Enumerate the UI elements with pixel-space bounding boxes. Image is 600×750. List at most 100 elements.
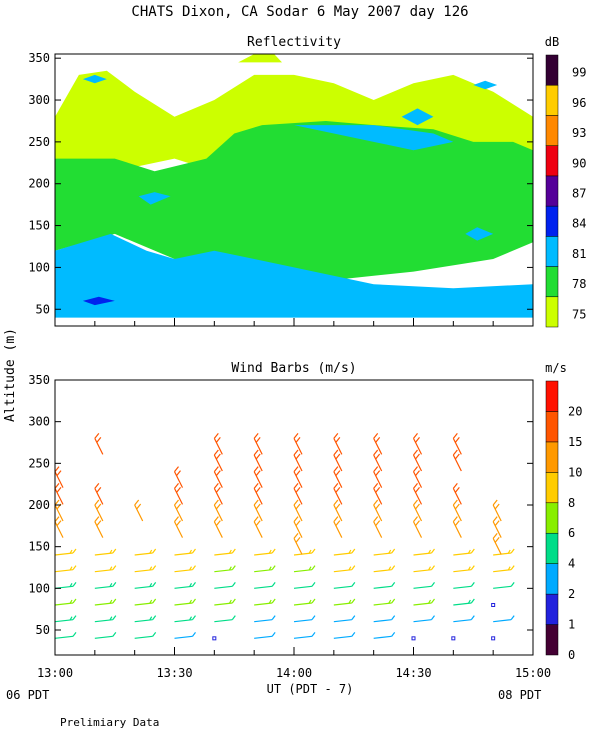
wind-barb xyxy=(493,565,515,573)
wind-barb xyxy=(173,516,184,538)
wind-barb xyxy=(213,466,223,488)
wind-barb xyxy=(373,548,396,556)
reflectivity-title: Reflectivity xyxy=(247,35,341,50)
reflectivity-colorbar-swatch xyxy=(545,175,559,207)
wind-barb xyxy=(492,499,502,522)
wind-barb xyxy=(373,581,396,589)
wind-barb xyxy=(293,581,316,589)
wind-barb xyxy=(293,499,303,522)
reflectivity-regions xyxy=(55,54,533,318)
wind-colorbar-swatch xyxy=(545,593,559,625)
reflectivity-x-ticks xyxy=(54,318,534,326)
reflectivity-colorbar-label: 75 xyxy=(572,307,586,321)
reflectivity-colorbar-label: 87 xyxy=(572,187,586,201)
reflectivity-colorbar-label: 93 xyxy=(572,126,586,140)
wind-barb xyxy=(173,482,184,505)
wind-barb xyxy=(173,499,184,522)
wind-barb xyxy=(94,565,117,573)
wind-barb xyxy=(453,581,475,589)
wind-barb xyxy=(413,565,435,573)
reflectivity-region-6 xyxy=(138,192,171,205)
wind-barb xyxy=(412,499,423,522)
wind-barb xyxy=(174,615,196,623)
reflectivity-region-9 xyxy=(473,80,498,90)
wind-barb xyxy=(134,499,144,522)
wind-barb xyxy=(293,482,303,505)
wind-barb xyxy=(293,565,316,573)
wind-barb xyxy=(54,548,77,556)
wind-barb xyxy=(94,516,104,538)
wind-barb xyxy=(212,636,217,641)
wind-barb xyxy=(293,631,316,639)
wind-barb xyxy=(94,598,117,606)
wind-barb xyxy=(134,581,157,589)
y-tick-label: 100 xyxy=(28,581,50,595)
wind-barb xyxy=(54,581,77,589)
wind-colorbar-label: 2 xyxy=(568,587,575,601)
wind-colorbar-label: 15 xyxy=(568,435,582,449)
wind-barb xyxy=(173,466,184,488)
y-tick-label: 300 xyxy=(28,93,50,107)
wind-barb xyxy=(134,631,157,639)
y-tick-label: 50 xyxy=(36,302,50,316)
wind-barb xyxy=(293,466,303,488)
wind-barb xyxy=(373,449,383,472)
wind-colorbar-swatch xyxy=(545,502,559,534)
wind-colorbar-label: 8 xyxy=(568,496,575,510)
reflectivity-colorbar-label: 96 xyxy=(572,96,586,110)
wind-y-axis: 50 100 150 200 250 300 350 xyxy=(28,373,533,637)
wind-barb xyxy=(412,482,423,505)
wind-barb xyxy=(134,565,157,573)
wind-barb xyxy=(333,565,356,573)
wind-barb xyxy=(452,516,462,538)
y-tick-label: 250 xyxy=(28,456,50,470)
reflectivity-colorbar-swatch xyxy=(545,54,559,86)
wind-barb xyxy=(214,615,236,623)
figure-title: CHATS Dixon, CA Sodar 6 May 2007 day 126 xyxy=(131,4,468,20)
wind-barb xyxy=(333,466,343,488)
wind-barb xyxy=(293,432,303,455)
wind-colorbar-swatch xyxy=(545,563,559,595)
wind-barb xyxy=(94,482,104,505)
wind-barb xyxy=(373,499,383,522)
wind-colorbar-swatch xyxy=(545,532,559,564)
wind-colorbar-label: 6 xyxy=(568,526,575,540)
wind-barb xyxy=(134,548,157,556)
wind-barb xyxy=(333,548,356,556)
wind-barb xyxy=(412,516,423,538)
wind-barb xyxy=(213,516,223,538)
wind-barb xyxy=(373,466,383,488)
wind-barb xyxy=(411,636,416,641)
wind-colorbar-label: 10 xyxy=(568,465,582,479)
wind-barb xyxy=(54,565,77,573)
x-tick-label: 14:00 xyxy=(276,666,312,680)
wind-barb xyxy=(293,449,303,472)
wind-barb xyxy=(254,581,276,589)
wind-barb xyxy=(254,615,276,623)
wind-barb xyxy=(54,615,77,623)
y-tick-label: 150 xyxy=(28,540,50,554)
y-tick-label: 200 xyxy=(28,177,50,191)
wind-barb xyxy=(333,482,343,505)
reflectivity-region-8 xyxy=(465,227,494,241)
reflectivity-region-1 xyxy=(238,54,282,63)
wind-colorbar-swatch xyxy=(545,441,559,473)
wind-barb xyxy=(412,449,423,472)
wind-colorbar-label: 4 xyxy=(568,557,575,571)
reflectivity-region-5 xyxy=(82,74,107,84)
wind-barb xyxy=(94,615,117,623)
wind-barb xyxy=(213,482,223,505)
reflectivity-colorbar-label: 99 xyxy=(572,66,586,80)
preliminary-note: Prelimiary Data xyxy=(60,716,159,729)
wind-barb xyxy=(493,548,515,556)
y-tick-label: 350 xyxy=(28,373,50,387)
wind-barb xyxy=(253,432,263,455)
wind-colorbar-swatch xyxy=(545,411,559,443)
wind-barb xyxy=(54,466,64,488)
wind-barb xyxy=(333,631,356,639)
wind-barb xyxy=(214,581,236,589)
wind-barb xyxy=(94,548,117,556)
wind-barb xyxy=(94,631,117,639)
